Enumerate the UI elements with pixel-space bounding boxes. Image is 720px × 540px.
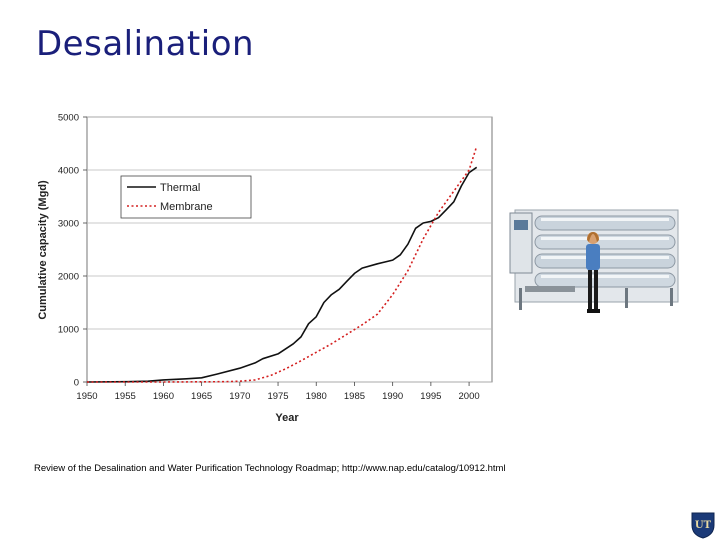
x-tick-label-6: 1980 [306, 391, 327, 402]
x-tick-label-10: 2000 [459, 391, 480, 402]
slide-title: Desalination [36, 24, 255, 64]
series-line-membrane [87, 145, 478, 383]
y-tick-label-3: 3000 [58, 219, 79, 230]
legend-thermal-label: Thermal [160, 182, 200, 194]
x-tick-label-5: 1975 [267, 391, 288, 402]
legend-box [120, 175, 252, 219]
x-tick-label-8: 1990 [382, 391, 403, 402]
plot-frame [86, 116, 493, 383]
y-axis: 0 1000 2000 3000 4000 5000 [58, 113, 87, 389]
x-tick-label-0: 1950 [76, 391, 97, 402]
series-layer [86, 145, 478, 383]
x-tick-label-3: 1965 [191, 391, 212, 402]
logo-text: UT [695, 520, 712, 531]
x-axis-label: Year [275, 412, 299, 424]
y-tick-label-1: 1000 [58, 325, 79, 336]
x-tick-label-1: 1955 [115, 391, 136, 402]
pressure-vessels-icon [534, 215, 676, 288]
x-tick-label-4: 1970 [229, 391, 250, 402]
person-figure-icon [586, 232, 600, 313]
y-tick-label-2: 2000 [58, 272, 79, 283]
y-tick-label-5: 5000 [58, 113, 79, 124]
y-axis-label: Cumulative capacity (Mgd) [37, 180, 49, 320]
y-tick-label-4: 4000 [58, 166, 79, 177]
source-citation: Review of the Desalination and Water Pur… [34, 463, 506, 474]
plot-area [86, 116, 493, 383]
x-tick-label-9: 1995 [420, 391, 441, 402]
x-tick-label-2: 1960 [153, 391, 174, 402]
y-tick-label-0: 0 [74, 378, 79, 389]
desalination-plant-photo [505, 198, 680, 323]
legend-membrane-label: Membrane [160, 201, 213, 213]
x-tick-label-7: 1985 [344, 391, 365, 402]
x-axis: 1950 1955 1960 1965 1970 1975 1980 1985 1990 1995… [76, 382, 480, 402]
legend: Thermal Membrane [120, 175, 252, 219]
capacity-chart: 1950 1955 1960 1965 1970 1975 1980 1985 1990 1995… [37, 113, 493, 424]
ut-shield-logo: UT [691, 512, 715, 539]
